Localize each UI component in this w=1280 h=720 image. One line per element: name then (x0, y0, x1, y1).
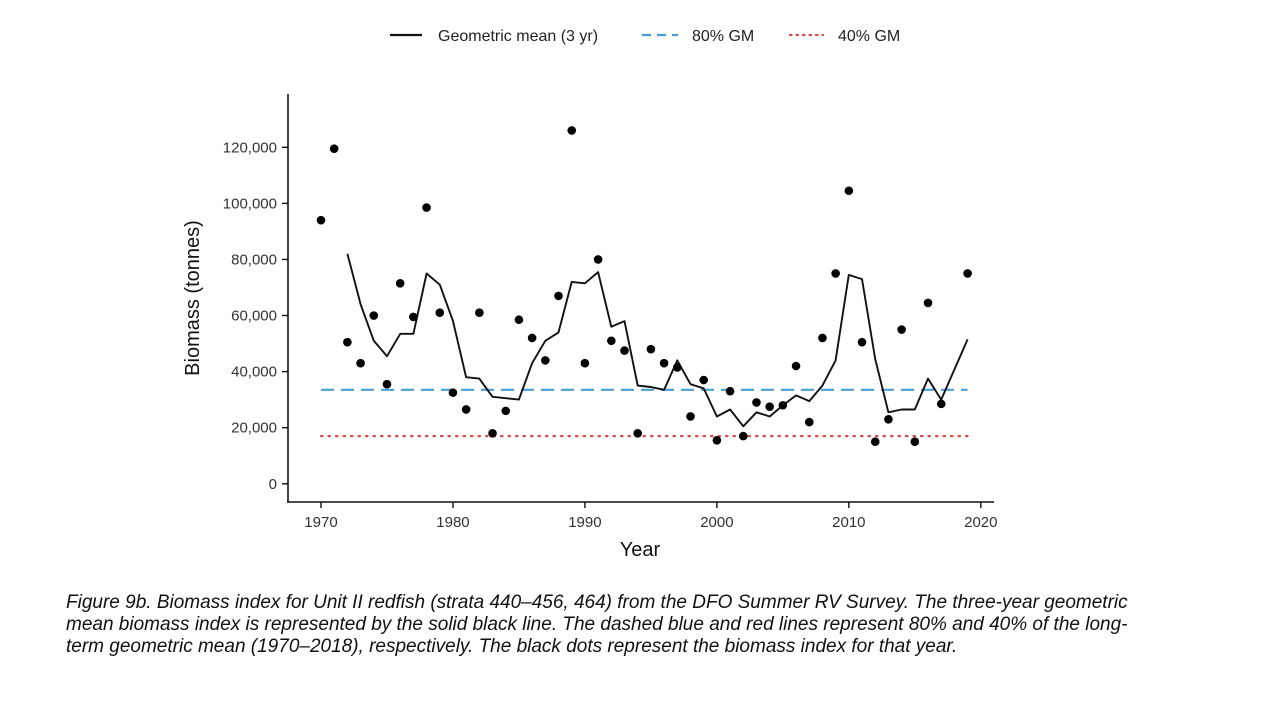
biomass-point (607, 336, 616, 346)
biomass-point (382, 379, 392, 389)
legend-item-geometric-mean: Geometric mean (3 yr) (390, 28, 598, 45)
biomass-point (395, 278, 405, 288)
x-tick-label: 1970 (304, 514, 337, 531)
y-tick-label: 60,000 (231, 308, 277, 325)
y-tick-label: 120,000 (223, 139, 277, 156)
biomass-point (488, 428, 497, 438)
biomass-point (329, 144, 339, 153)
x-tick-label: 2010 (832, 514, 865, 531)
biomass-point (527, 333, 537, 343)
biomass-point (910, 437, 920, 447)
biomass-point (923, 298, 933, 308)
biomass-point (699, 375, 708, 385)
geometric-mean-series (346, 253, 969, 428)
biomass-point (475, 308, 484, 318)
y-tick-label: 100,000 (223, 195, 277, 212)
biomass-point (831, 269, 840, 278)
biomass-point (659, 358, 669, 368)
biomass-point (501, 406, 511, 416)
figure-caption: Figure 9b. Biomass index for Unit II red… (66, 592, 1128, 657)
biomass-points-series (316, 126, 972, 447)
legend-item-40-gm: 40% GM (788, 28, 900, 45)
biomass-point (593, 255, 603, 264)
legend-item-80-gm: 80% GM (642, 28, 754, 45)
biomass-point (686, 412, 695, 421)
biomass-point (356, 358, 365, 368)
biomass-point (738, 431, 748, 441)
biomass-point (343, 337, 352, 347)
y-tick-label: 80,000 (231, 251, 277, 268)
y-tick-label: 0 (269, 476, 277, 493)
biomass-point (884, 414, 893, 424)
biomass-point (870, 437, 880, 447)
biomass-point (844, 186, 854, 196)
biomass-point (409, 312, 418, 322)
legend-label-80-gm: 80% GM (692, 28, 754, 45)
biomass-point (672, 363, 682, 372)
biomass-point (448, 388, 458, 397)
reference-lines (319, 388, 969, 438)
x-tick-label: 1990 (568, 514, 601, 531)
biomass-point (936, 399, 946, 409)
biomass-point (461, 405, 471, 414)
y-tick-label: 20,000 (231, 420, 277, 437)
x-axis-title: Year (620, 539, 661, 561)
x-axis-ticks: 1970 1980 1990 2000 2010 2020 (304, 502, 997, 531)
x-tick-label: 2020 (964, 514, 997, 531)
legend: Geometric mean (3 yr) 80% GM 40% GM (390, 28, 900, 45)
biomass-point (963, 269, 972, 278)
biomass-point (897, 325, 906, 334)
y-tick-label: 40,000 (231, 364, 277, 381)
biomass-point (791, 361, 801, 371)
biomass-point (857, 337, 867, 347)
x-tick-label: 2000 (700, 514, 733, 531)
biomass-point (804, 417, 814, 427)
biomass-point (646, 344, 656, 354)
legend-label-geometric-mean: Geometric mean (3 yr) (438, 28, 598, 45)
biomass-point (514, 315, 524, 325)
biomass-point (725, 386, 735, 396)
biomass-point (369, 311, 379, 320)
biomass-point (752, 398, 761, 407)
biomass-point (435, 308, 445, 318)
geometric-mean-line (346, 253, 969, 428)
x-tick-label: 1980 (436, 514, 469, 531)
biomass-point (567, 126, 577, 135)
biomass-point (580, 358, 590, 368)
y-axis-ticks: 0 20,000 40,000 60,000 80,000 100,000 120,000 (223, 139, 288, 493)
y-axis-title: Biomass (tonnes) (182, 220, 204, 376)
biomass-point (712, 436, 722, 445)
biomass-point (765, 402, 774, 411)
biomass-point (316, 215, 326, 225)
biomass-point (818, 333, 827, 343)
biomass-point (778, 400, 788, 410)
legend-label-40-gm: 40% GM (838, 28, 900, 45)
biomass-point (554, 291, 563, 301)
biomass-point (541, 356, 550, 365)
biomass-point (422, 203, 431, 212)
biomass-point (633, 428, 643, 438)
biomass-point (620, 346, 629, 355)
